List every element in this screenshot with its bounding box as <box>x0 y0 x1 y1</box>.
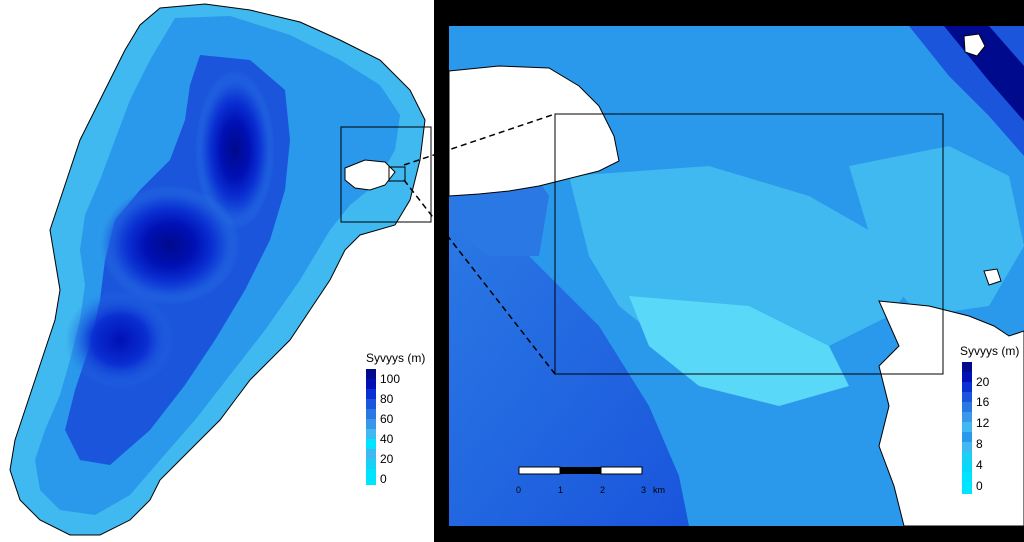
deep-channel-core <box>944 26 1024 121</box>
detail-legend-label-4: 4 <box>976 458 983 472</box>
overview-legend-label-0: 0 <box>380 472 387 486</box>
detail-legend-label-0: 0 <box>976 479 983 493</box>
scale-unit: km <box>653 485 665 495</box>
detail-legend-label-12: 12 <box>976 416 990 430</box>
overview-legend-label-60: 60 <box>380 412 394 426</box>
inset-frame <box>340 126 432 223</box>
scale-bar: 0 1 2 3 km <box>516 466 665 495</box>
overview-map: Syvyys (m) 100 80 60 40 20 0 <box>0 0 434 542</box>
overview-map-canvas: Syvyys (m) 100 80 60 40 20 0 <box>9 3 432 536</box>
islet-north <box>963 33 986 57</box>
deep-zone-central <box>100 185 240 305</box>
detail-legend-label-20: 20 <box>976 375 990 389</box>
deep-zone-north <box>195 70 275 230</box>
islet-east <box>983 268 1002 286</box>
detail-map-canvas: 0 1 2 3 km Syvyys (m) 20 16 12 8 4 <box>449 26 1024 526</box>
detail-legend-title: Syvyys (m) <box>960 344 1019 358</box>
overview-legend-label-80: 80 <box>380 392 394 406</box>
overview-legend: Syvyys (m) 100 80 60 40 20 0 <box>366 351 425 486</box>
overview-legend-label-40: 40 <box>380 432 394 446</box>
scale-label-1: 1 <box>558 485 563 495</box>
shallow-area-east <box>849 146 1024 316</box>
scale-label-3: 3 <box>641 485 646 495</box>
overview-legend-label-20: 20 <box>380 452 394 466</box>
overview-legend-label-100: 100 <box>380 372 400 386</box>
deep-zone-south <box>65 290 175 390</box>
detail-legend-label-8: 8 <box>976 437 983 451</box>
island <box>344 159 396 191</box>
detail-map: 0 1 2 3 km Syvyys (m) 20 16 12 8 4 <box>449 26 1024 526</box>
overview-legend-title: Syvyys (m) <box>366 351 425 365</box>
inset-subframe <box>388 166 406 182</box>
detail-legend-label-16: 16 <box>976 395 990 409</box>
land-southeast <box>878 300 1024 526</box>
detail-legend: Syvyys (m) 20 16 12 8 4 0 <box>960 344 1019 494</box>
scale-label-0: 0 <box>516 485 521 495</box>
scale-label-2: 2 <box>600 485 605 495</box>
shallow-area-south <box>629 296 849 406</box>
